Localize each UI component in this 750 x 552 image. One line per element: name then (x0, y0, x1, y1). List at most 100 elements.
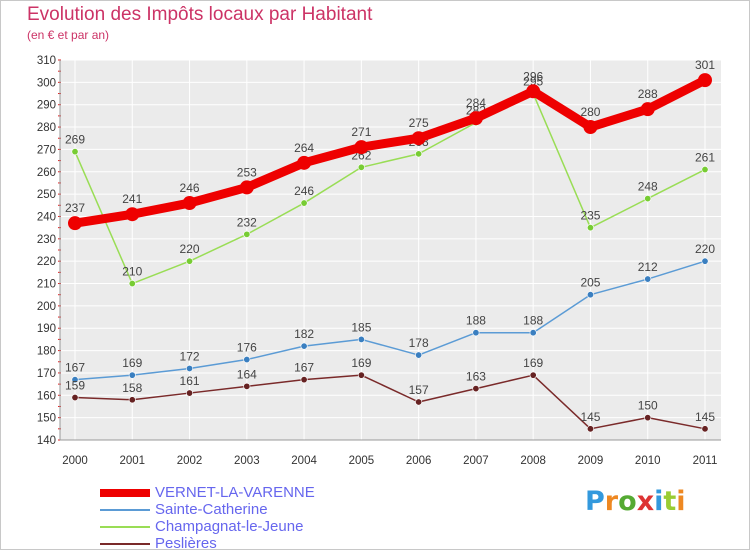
legend-label: VERNET-LA-VARENNE (155, 484, 315, 501)
data-point-pesli-res (301, 376, 307, 382)
data-label-champagnat-le-jeune: 261 (695, 151, 715, 165)
data-label-sainte-catherine: 188 (523, 314, 543, 328)
data-label-vernet-la-varenne: 241 (122, 192, 142, 206)
y-tick-label: 280 (37, 122, 56, 134)
data-label-pesli-res: 167 (294, 361, 314, 375)
data-label-vernet-la-varenne: 288 (638, 87, 658, 101)
data-point-sainte-catherine (244, 356, 250, 362)
data-point-sainte-catherine (301, 343, 307, 349)
legend-swatch (100, 543, 150, 545)
x-tick-label: 2010 (635, 455, 661, 467)
legend: VERNET-LA-VARENNE Sainte-Catherine Champag… (100, 484, 400, 552)
data-label-pesli-res: 145 (695, 410, 715, 424)
data-point-vernet-la-varenne (183, 196, 197, 210)
y-tick-label: 250 (37, 189, 56, 201)
data-label-sainte-catherine: 169 (122, 356, 142, 370)
x-tick-label: 2000 (62, 455, 88, 467)
data-label-sainte-catherine: 178 (409, 336, 429, 350)
data-label-vernet-la-varenne: 296 (523, 69, 543, 83)
data-label-pesli-res: 159 (65, 379, 85, 393)
data-label-pesli-res: 163 (466, 370, 486, 384)
data-label-pesli-res: 161 (180, 374, 200, 388)
data-point-sainte-catherine (702, 258, 708, 264)
data-point-pesli-res (645, 414, 651, 420)
legend-swatch (100, 509, 150, 511)
data-label-vernet-la-varenne: 280 (580, 105, 600, 119)
data-point-vernet-la-varenne (354, 140, 368, 154)
y-tick-label: 190 (37, 323, 56, 335)
data-label-sainte-catherine: 167 (65, 361, 85, 375)
x-tick-label: 2007 (463, 455, 489, 467)
legend-item: VERNET-LA-VARENNE (100, 484, 400, 501)
y-tick-label: 140 (37, 435, 56, 447)
data-label-pesli-res: 169 (523, 356, 543, 370)
data-label-sainte-catherine: 182 (294, 327, 314, 341)
y-tick-label: 310 (37, 55, 56, 67)
x-tick-label: 2008 (520, 455, 546, 467)
data-point-pesli-res (702, 426, 708, 432)
y-tick-label: 220 (37, 256, 56, 268)
x-tick-label: 2006 (406, 455, 432, 467)
data-point-vernet-la-varenne (412, 131, 426, 145)
data-label-champagnat-le-jeune: 232 (237, 215, 257, 229)
data-label-pesli-res: 158 (122, 381, 142, 395)
data-label-vernet-la-varenne: 237 (65, 201, 85, 215)
data-point-vernet-la-varenne (526, 84, 540, 98)
data-point-pesli-res (244, 383, 250, 389)
data-point-champagnat-le-jeune (72, 148, 78, 154)
data-label-pesli-res: 169 (351, 356, 371, 370)
legend-swatch (100, 489, 150, 497)
data-label-sainte-catherine: 185 (351, 320, 371, 334)
data-point-sainte-catherine (358, 336, 364, 342)
data-label-vernet-la-varenne: 264 (294, 141, 314, 155)
data-point-sainte-catherine (415, 352, 421, 358)
data-point-pesli-res (415, 399, 421, 405)
data-point-vernet-la-varenne (240, 180, 254, 194)
data-label-vernet-la-varenne: 271 (351, 125, 371, 139)
data-label-sainte-catherine: 172 (180, 349, 200, 363)
data-label-vernet-la-varenne: 275 (409, 116, 429, 130)
data-point-vernet-la-varenne (583, 120, 597, 134)
data-label-champagnat-le-jeune: 235 (580, 209, 600, 223)
legend-item: Sainte-Catherine (100, 501, 400, 518)
data-point-pesli-res (587, 426, 593, 432)
x-tick-label: 2003 (234, 455, 260, 467)
data-point-sainte-catherine (473, 330, 479, 336)
data-label-champagnat-le-jeune: 246 (294, 184, 314, 198)
y-tick-label: 200 (37, 301, 56, 313)
y-tick-label: 210 (37, 279, 56, 291)
data-point-champagnat-le-jeune (587, 224, 593, 230)
data-point-vernet-la-varenne (698, 73, 712, 87)
data-label-champagnat-le-jeune: 220 (180, 242, 200, 256)
y-tick-label: 290 (37, 100, 56, 112)
data-label-champagnat-le-jeune: 210 (122, 265, 142, 279)
legend-swatch (100, 526, 150, 528)
y-tick-label: 170 (37, 368, 56, 380)
line-chart: 140 150 160 170 180 190 200 210 220 230 240 250 260 2… (0, 0, 750, 480)
data-point-vernet-la-varenne (297, 156, 311, 170)
data-label-pesli-res: 164 (237, 367, 257, 381)
data-label-sainte-catherine: 188 (466, 314, 486, 328)
proxiti-logo: Proxiti (585, 486, 686, 517)
data-point-champagnat-le-jeune (301, 200, 307, 206)
y-tick-label: 150 (37, 413, 56, 425)
data-point-pesli-res (129, 397, 135, 403)
data-label-pesli-res: 145 (580, 410, 600, 424)
legend-item: Peslières (100, 535, 400, 552)
x-tick-label: 2001 (119, 455, 145, 467)
data-point-sainte-catherine (587, 292, 593, 298)
data-point-pesli-res (358, 372, 364, 378)
x-tick-label: 2004 (291, 455, 317, 467)
data-label-sainte-catherine: 205 (580, 276, 600, 290)
x-tick-label: 2009 (578, 455, 604, 467)
data-point-vernet-la-varenne (125, 207, 139, 221)
y-tick-label: 160 (37, 390, 56, 402)
y-tick-label: 230 (37, 234, 56, 246)
data-label-champagnat-le-jeune: 248 (638, 180, 658, 194)
x-tick-label: 2005 (349, 455, 375, 467)
x-tick-label: 2011 (693, 455, 718, 467)
data-label-pesli-res: 150 (638, 399, 658, 413)
data-point-champagnat-le-jeune (645, 195, 651, 201)
data-point-vernet-la-varenne (469, 111, 483, 125)
data-label-vernet-la-varenne: 284 (466, 96, 486, 110)
